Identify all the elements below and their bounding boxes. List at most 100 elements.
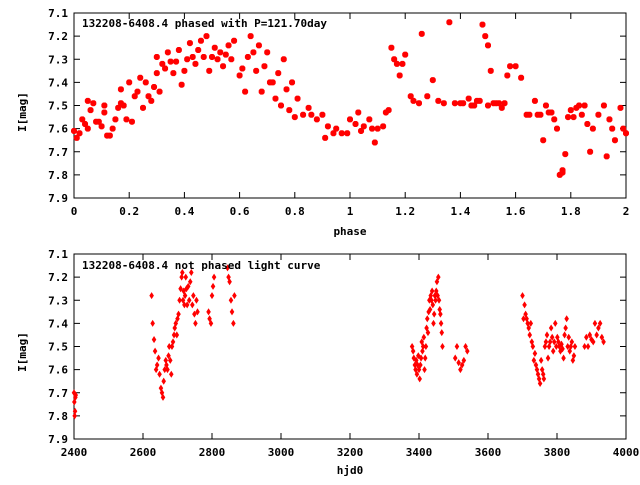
data-point [95,118,102,125]
x-tick-label: 0.2 [119,205,139,218]
data-point [436,296,442,304]
data-point [184,56,191,63]
data-point [176,310,181,318]
data-point [209,292,215,300]
data-point [617,104,624,111]
data-point [140,104,146,111]
data-point [407,93,414,100]
y-tick-label: 7.5 [48,341,68,354]
data-point [128,118,135,125]
data-point [565,114,572,121]
data-point [173,58,180,65]
data-point [115,104,122,111]
data-point [538,356,544,364]
data-point [388,44,395,51]
data-point [620,125,627,132]
data-point [543,338,549,346]
x-tick-label: 1.8 [561,205,581,218]
data-point [181,287,186,295]
data-point [208,319,214,327]
data-point [258,88,265,95]
data-point [599,333,605,341]
data-point [537,111,544,118]
data-point [142,79,149,86]
data-point [160,393,166,401]
data-point [587,148,594,155]
data-point [358,127,365,134]
data-point [203,33,210,40]
data-point [123,116,130,123]
data-point [440,342,445,351]
data-point [338,130,345,137]
data-point [185,282,191,290]
data-point [187,278,193,286]
data-point [371,139,378,146]
data-point [150,319,155,327]
data-point [611,137,618,144]
data-point [582,342,587,351]
data-point [425,329,431,337]
data-point [231,37,238,44]
data-point [603,153,610,160]
x-tick-label: 0.8 [285,205,305,218]
data-point [79,116,86,123]
data-point [134,88,141,95]
phased-chart: 7.1 7.2 7.3 7.4 7.5 7.6 7.7 7.8 7.9 0 0.2 0.4 0.6 0.… [16,7,629,238]
data-point [214,56,221,63]
x-tick-label: 0 [71,205,78,218]
data-point [126,79,133,86]
data-point [374,125,381,132]
data-point [393,60,400,67]
data-point [561,354,566,362]
data-point [576,102,583,109]
data-point [560,345,565,353]
data-point [438,310,443,318]
data-point [551,338,557,346]
data-point [156,88,163,95]
data-point [531,97,538,104]
data-point [554,125,560,132]
data-point [420,347,425,355]
data-point [183,273,189,281]
data-point [165,366,170,374]
data-point [177,296,182,304]
data-point [178,285,183,293]
data-point [137,74,144,81]
data-point [101,109,108,116]
x-tick-label: 3000 [268,446,295,459]
data-point [106,132,113,139]
data-point [148,97,155,104]
data-point [570,114,577,121]
data-point [117,100,124,107]
data-point [531,356,537,364]
data-point [522,301,527,309]
y-tick-label: 7.9 [48,192,68,205]
data-point [436,273,441,281]
x-tick-label: 2800 [199,446,226,459]
y-tick-label: 7.8 [48,169,68,182]
data-point [530,342,536,351]
data-point [456,359,461,367]
data-point [167,58,174,65]
data-point [151,84,158,90]
data-point [255,42,262,49]
x-tick-label: 1.2 [395,205,415,218]
data-point [355,109,362,116]
data-point [228,56,235,63]
data-point [601,338,606,346]
x-tick-label: 1.6 [506,205,526,218]
data-point [247,33,254,40]
data-point [471,102,478,109]
data-point [149,292,154,300]
x-axis-ticks: 0 0.2 0.4 0.6 0.8 1 1.2 1.4 1.6 1.8 2 [71,13,629,218]
data-point [414,370,420,378]
data-point [291,114,298,121]
data-point [554,342,559,351]
x-tick-label: 0.4 [174,205,194,218]
data-point [174,331,180,339]
data-point [153,53,160,60]
data-point [391,56,398,63]
y-tick-label: 7.4 [48,76,68,89]
data-point [192,60,199,67]
